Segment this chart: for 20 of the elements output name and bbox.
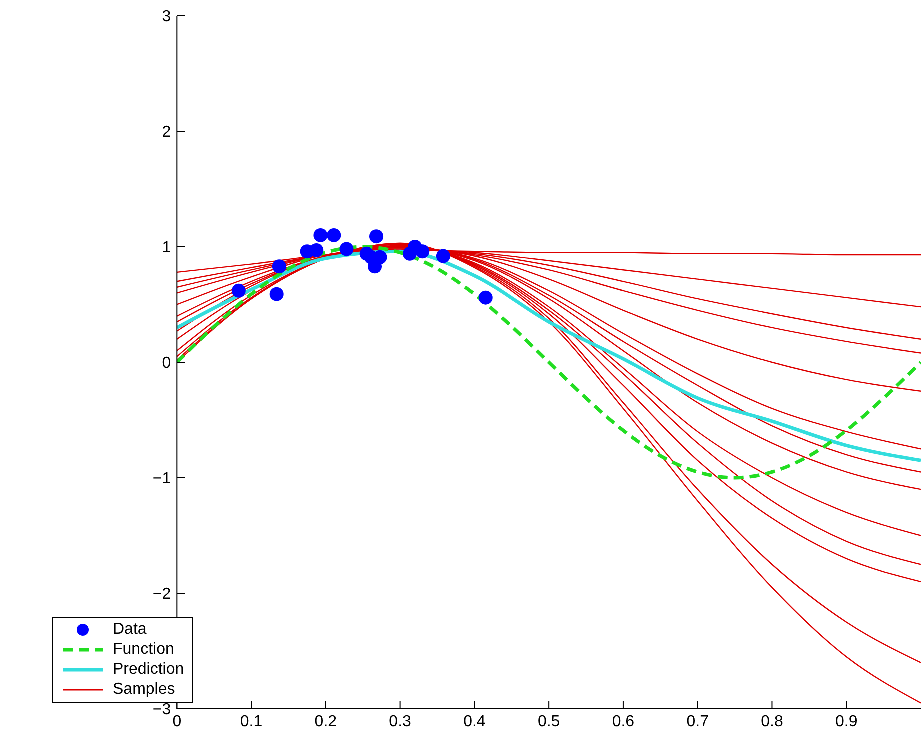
x-tick-label: 0.3 [389, 713, 412, 730]
y-tick-label: 0 [162, 355, 172, 372]
y-tick-label: 3 [162, 8, 172, 26]
x-tick-label: 0.5 [538, 713, 560, 730]
y-tick-label: −3 [152, 702, 172, 719]
y-tick-label: 2 [162, 124, 172, 142]
legend-label: Prediction [113, 661, 184, 679]
x-tick-label: 0.9 [835, 713, 858, 730]
legend-label: Samples [113, 681, 176, 699]
y-tick-label: −2 [152, 586, 172, 604]
x-tick-label: 0.1 [240, 713, 263, 730]
y-tick-label: −1 [152, 470, 172, 488]
x-tick-label: 0.7 [686, 713, 710, 730]
y-tick-label: 1 [162, 240, 172, 257]
legend-label: Data [113, 621, 147, 639]
legend-label: Function [113, 641, 174, 659]
x-tick-label: 0.4 [464, 713, 486, 730]
x-tick-label: 0.2 [314, 713, 338, 730]
x-tick-label: 0.6 [612, 713, 635, 730]
x-tick-label: 0.8 [761, 713, 784, 730]
